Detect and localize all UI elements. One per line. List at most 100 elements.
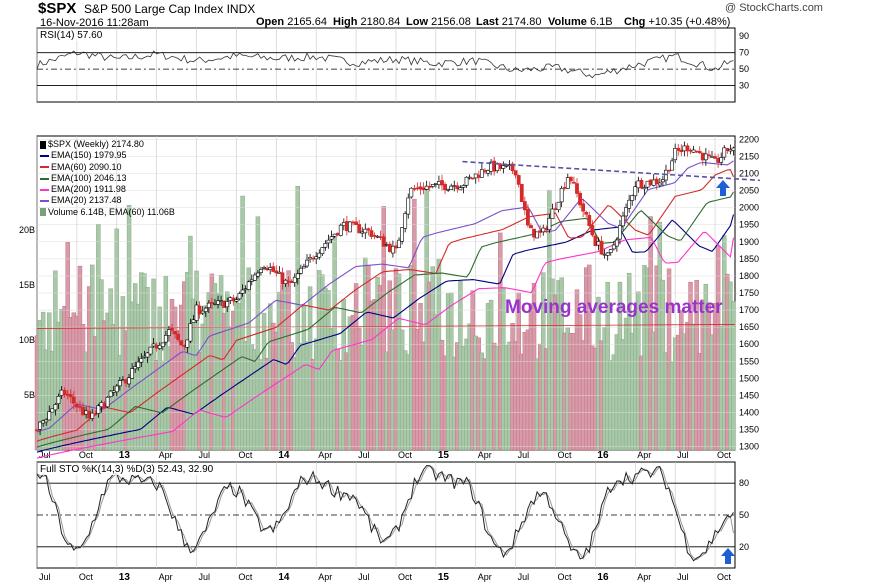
x-tick-label: Jul xyxy=(199,572,211,582)
candle-body xyxy=(424,185,429,190)
candle-body xyxy=(194,304,199,321)
rsi-line xyxy=(36,50,734,79)
volume-tick-label: 20B xyxy=(19,225,35,235)
price-tick-label: 1800 xyxy=(739,271,759,281)
candle-body xyxy=(289,280,294,284)
candle-body xyxy=(618,225,622,240)
legend-ema200: EMA(200) 1911.98 xyxy=(40,184,175,195)
candle-body xyxy=(728,149,733,152)
candle-body xyxy=(38,421,42,430)
candle-body xyxy=(121,379,125,382)
candle-body xyxy=(467,176,472,179)
candle-body xyxy=(160,342,165,347)
candle-body xyxy=(621,215,625,227)
candle-body xyxy=(292,276,297,283)
ma-line-ema60 xyxy=(36,169,735,442)
candle-body xyxy=(148,346,153,355)
candle-body xyxy=(243,288,248,291)
price-tick-label: 2050 xyxy=(739,186,759,196)
candle-body xyxy=(332,233,337,237)
x-tick-label-price: Apr xyxy=(159,450,173,460)
candle-body xyxy=(191,319,196,323)
quote-open: Open 2165.64 xyxy=(256,16,327,28)
candle-body xyxy=(96,405,101,414)
x-tick-label: Jul xyxy=(518,572,530,582)
candle-body xyxy=(412,188,417,190)
resistance-trendline xyxy=(462,160,761,182)
candle-body xyxy=(252,274,257,281)
volume-ema-line xyxy=(36,324,736,329)
ema60-swatch xyxy=(40,166,49,169)
candle-body xyxy=(446,188,451,191)
candle-body xyxy=(225,301,230,308)
candle-body xyxy=(397,239,401,248)
candle-body xyxy=(384,244,389,246)
sto-k-line xyxy=(36,464,734,562)
candle-body xyxy=(317,252,322,258)
candle-body xyxy=(535,231,540,239)
x-tick-label-price: 15 xyxy=(438,450,450,461)
candle-body xyxy=(648,179,653,186)
candle-body xyxy=(87,410,92,419)
candle-body xyxy=(679,149,684,153)
x-tick-label-price: Jul xyxy=(39,450,51,460)
candle-body xyxy=(357,224,362,234)
x-tick-label: Jul xyxy=(677,572,689,582)
candle-body xyxy=(182,345,187,347)
ema200-swatch xyxy=(40,188,49,191)
sto-tick-label: 20 xyxy=(739,542,749,552)
candle-body xyxy=(378,236,383,238)
x-tick-label: Oct xyxy=(717,572,732,582)
candle-body xyxy=(268,267,273,270)
candle-body xyxy=(117,380,122,387)
price-tick-label: 2000 xyxy=(739,203,759,213)
candle-body xyxy=(81,407,85,416)
candle-body xyxy=(124,379,128,384)
x-tick-label-price: Apr xyxy=(318,450,332,460)
candle-body xyxy=(685,145,690,152)
candle-body xyxy=(722,147,727,158)
candle-body xyxy=(354,221,358,226)
candle-body xyxy=(90,412,95,419)
x-tick-label-price: Jul xyxy=(358,450,370,460)
x-tick-label: Oct xyxy=(398,572,413,582)
candle-body xyxy=(151,343,156,347)
candle-body xyxy=(670,160,675,171)
stockcharts-logo[interactable]: @ StockCharts.com xyxy=(725,2,823,14)
candle-body xyxy=(409,187,414,198)
candle-body xyxy=(572,181,576,184)
candle-body xyxy=(366,228,371,231)
candle-body xyxy=(452,185,457,187)
candle-body xyxy=(691,149,696,153)
legend-ema150: EMA(150) 1979.95 xyxy=(40,150,175,161)
price-tick-label: 1450 xyxy=(739,390,759,400)
candle-body xyxy=(470,177,475,180)
candle-body xyxy=(418,186,423,190)
candle-body xyxy=(596,241,601,246)
index-full-name: S&P 500 Large Cap Index xyxy=(84,2,224,16)
candle-body xyxy=(102,403,107,409)
candle-body xyxy=(516,175,521,185)
candle-body xyxy=(713,156,717,159)
candle-body xyxy=(295,273,300,279)
candle-body xyxy=(636,180,641,189)
x-tick-label: Jul xyxy=(358,572,370,582)
candle-body xyxy=(707,154,711,157)
candle-body xyxy=(363,228,368,234)
candle-body xyxy=(440,180,444,186)
x-tick-label-price: Jul xyxy=(677,450,689,460)
candle-body xyxy=(105,396,110,408)
candle-body xyxy=(114,385,119,393)
candle-body xyxy=(697,151,702,154)
candle-body xyxy=(130,368,135,379)
candle-body xyxy=(271,266,276,272)
candle-body xyxy=(219,300,223,302)
candle-body xyxy=(65,393,70,396)
candle-body xyxy=(415,187,420,190)
candle-body xyxy=(504,165,509,167)
candle-body xyxy=(614,239,619,247)
candle-body xyxy=(185,339,190,348)
candle-body xyxy=(568,176,573,182)
candle-body xyxy=(200,310,205,314)
